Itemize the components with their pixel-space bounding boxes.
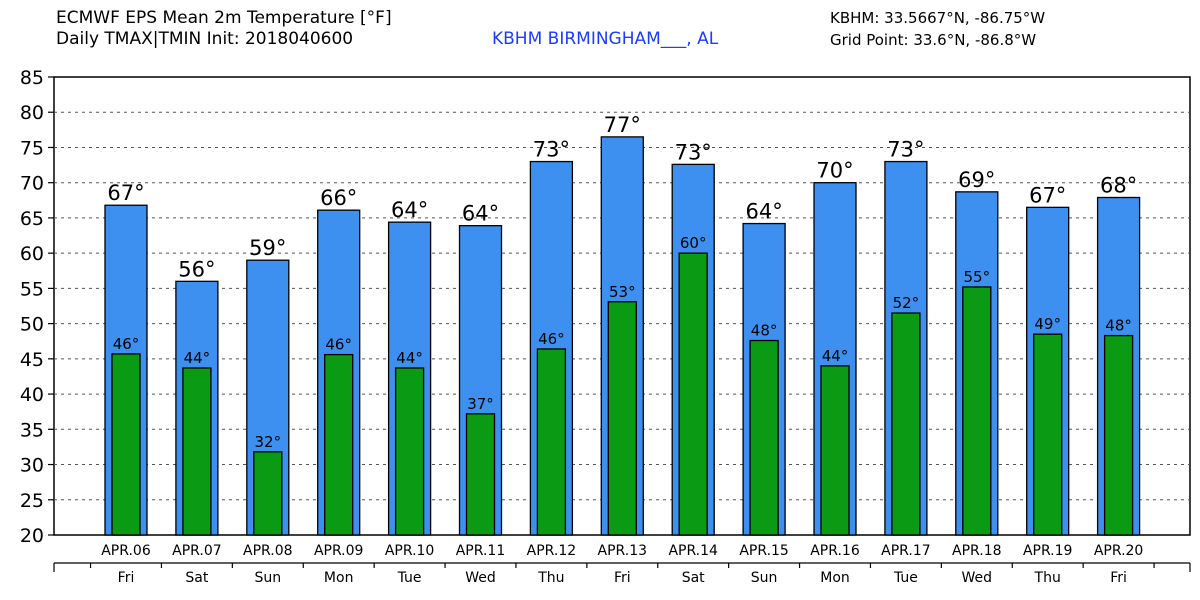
tmin-label: 44° — [184, 349, 211, 367]
tmin-bar — [962, 286, 992, 536]
x-date-label: APR.10 — [385, 543, 435, 559]
x-date-label: APR.17 — [881, 543, 931, 559]
x-weekday-label: Wed — [465, 570, 496, 586]
y-tick-label: 20 — [20, 525, 44, 547]
tmin-label: 52° — [893, 294, 920, 312]
y-tick-label: 70 — [20, 173, 44, 195]
x-date-label: APR.16 — [810, 543, 860, 559]
tmax-label: 66° — [320, 186, 357, 210]
tmin-label: 44° — [396, 349, 423, 367]
y-tick-label: 80 — [20, 102, 44, 124]
x-weekday-label: Fri — [614, 570, 631, 586]
x-weekday-label: Sun — [751, 570, 778, 586]
tmax-label: 77° — [604, 113, 641, 137]
tmax-label: 70° — [816, 159, 853, 183]
chart-title: ECMWF EPS Mean 2m Temperature [°F] — [56, 8, 392, 28]
tmin-label: 46° — [325, 336, 352, 354]
y-tick-label: 25 — [20, 490, 44, 512]
x-date-label: APR.11 — [456, 543, 506, 559]
x-date-label: APR.13 — [598, 543, 648, 559]
x-date-label: APR.07 — [172, 543, 222, 559]
x-weekday-label: Fri — [118, 570, 135, 586]
tmin-label: 46° — [113, 335, 140, 353]
tmin-bar — [394, 367, 425, 536]
x-date-label: APR.09 — [314, 543, 364, 559]
y-tick-label: 85 — [20, 67, 44, 89]
tmin-bar — [465, 413, 496, 536]
tmin-bar — [678, 252, 708, 536]
x-date-label: APR.12 — [527, 543, 577, 559]
tmin-bar — [1103, 334, 1134, 536]
tmax-label: 64° — [462, 202, 499, 226]
tmin-bar — [111, 353, 141, 536]
tmin-bar — [182, 367, 212, 536]
x-weekday-label: Tue — [397, 570, 422, 586]
x-weekday-label: Sat — [682, 570, 705, 586]
tmin-label: 37° — [467, 395, 494, 413]
tmin-label: 44° — [822, 347, 849, 365]
x-weekday-label: Wed — [962, 570, 993, 586]
x-date-label: APR.19 — [1023, 543, 1073, 559]
tmin-label: 55° — [964, 268, 991, 286]
x-date-label: APR.08 — [243, 543, 293, 559]
x-date-label: APR.06 — [101, 543, 151, 559]
tmin-label: 48° — [1105, 317, 1132, 335]
tmax-label: 73° — [887, 138, 924, 162]
y-tick-label: 55 — [20, 278, 44, 300]
tmin-label: 49° — [1034, 315, 1061, 333]
x-weekday-label: Sat — [185, 570, 208, 586]
tmax-label: 73° — [533, 138, 570, 162]
tmax-label: 64° — [391, 198, 428, 222]
tmin-bar — [607, 301, 637, 536]
station-name: KBHM BIRMINGHAM___, AL — [492, 29, 719, 49]
tmax-label: 68° — [1100, 173, 1137, 197]
tmin-label: 32° — [255, 433, 282, 451]
y-tick-label: 35 — [20, 419, 44, 441]
tmax-label: 69° — [958, 168, 995, 192]
x-date-label: APR.18 — [952, 543, 1002, 559]
x-date-label: APR.15 — [739, 543, 789, 559]
y-tick-label: 30 — [20, 455, 44, 477]
tmin-bar — [1033, 333, 1063, 536]
tmax-label: 67° — [1029, 183, 1066, 207]
tmin-bar — [891, 312, 921, 536]
x-weekday-label: Mon — [324, 570, 354, 586]
tmax-label: 59° — [249, 236, 286, 260]
x-weekday-label: Thu — [537, 570, 564, 586]
x-weekday-label: Fri — [1110, 570, 1127, 586]
x-weekday-label: Tue — [893, 570, 918, 586]
y-tick-label: 40 — [20, 384, 44, 406]
x-weekday-label: Sun — [254, 570, 281, 586]
tmax-label: 67° — [107, 181, 144, 205]
tmin-bar — [253, 451, 283, 536]
tmax-label: 64° — [745, 200, 782, 224]
tmax-label: 73° — [675, 140, 712, 164]
y-tick-label: 50 — [20, 314, 44, 336]
station-coordinates: KBHM: 33.5667°N, -86.75°W — [830, 9, 1046, 27]
tmin-bar — [820, 365, 850, 536]
x-weekday-label: Mon — [820, 570, 850, 586]
y-tick-label: 45 — [20, 349, 44, 371]
y-tick-label: 60 — [20, 243, 44, 265]
tmin-label: 53° — [609, 283, 636, 301]
tmin-label: 48° — [751, 322, 778, 340]
chart-subtitle: Daily TMAX|TMIN Init: 2018040600 — [56, 29, 354, 49]
tmin-bar — [324, 353, 354, 536]
tmin-bar — [536, 348, 567, 536]
tmin-label: 46° — [538, 330, 565, 348]
tmin-label: 60° — [680, 234, 707, 252]
y-tick-label: 65 — [20, 208, 44, 230]
grid-point-coordinates: Grid Point: 33.6°N, -86.8°W — [830, 31, 1037, 49]
x-weekday-label: Thu — [1034, 570, 1061, 586]
y-tick-label: 75 — [20, 137, 44, 159]
x-date-label: APR.14 — [668, 543, 718, 559]
tmin-bar — [749, 339, 779, 536]
x-date-label: APR.20 — [1094, 543, 1144, 559]
tmax-label: 56° — [178, 257, 215, 281]
